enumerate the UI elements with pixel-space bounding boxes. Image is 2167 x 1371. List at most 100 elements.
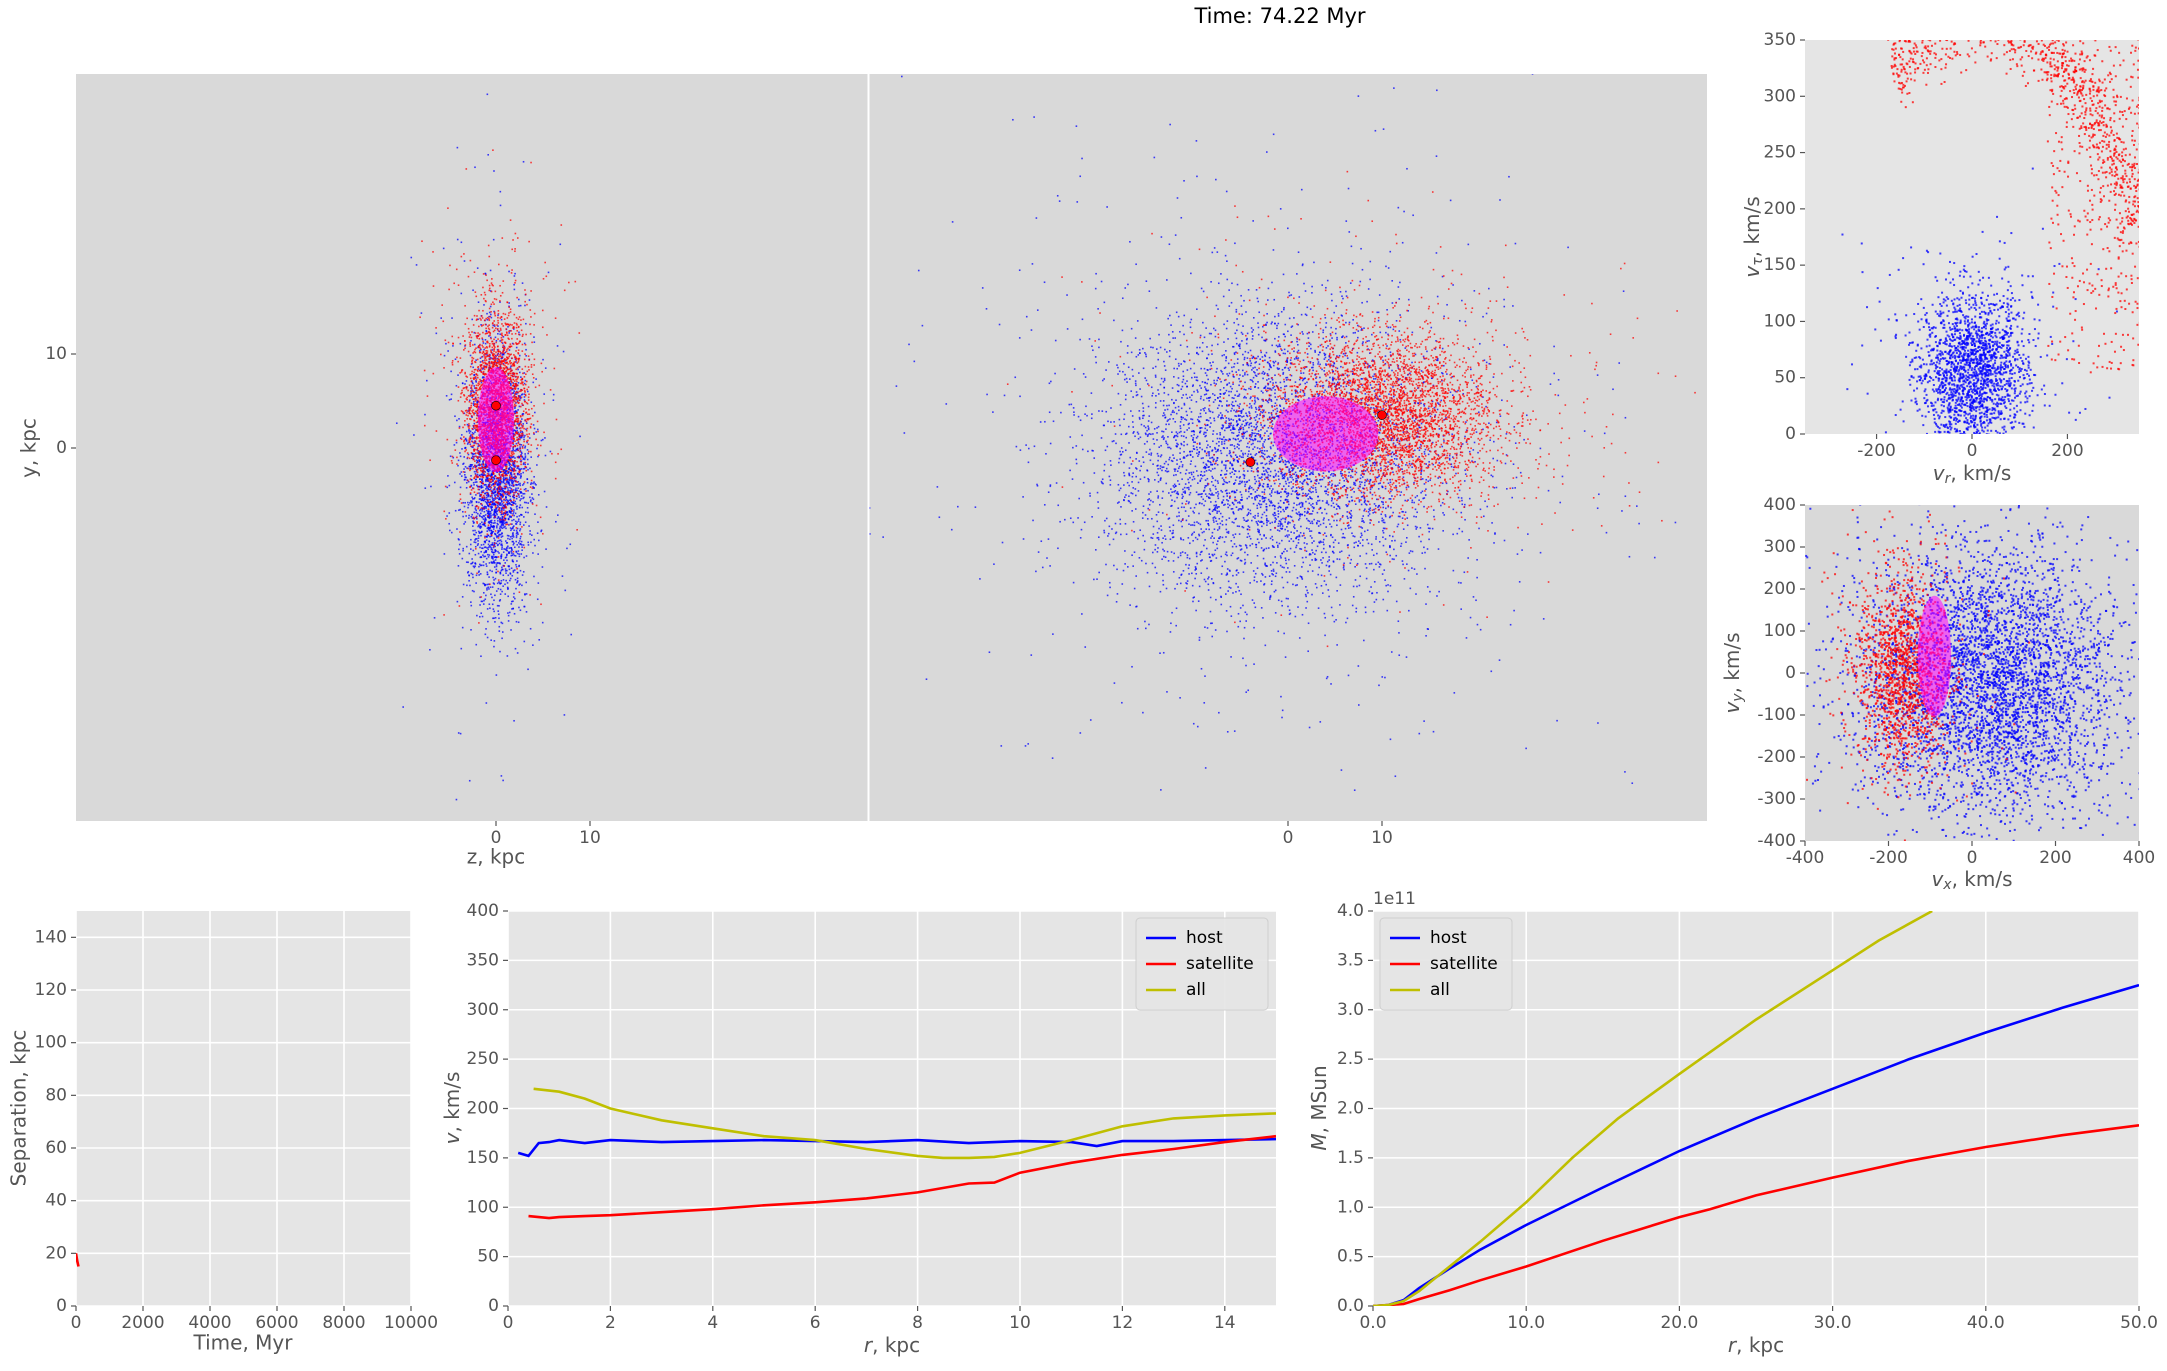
scatter-point bbox=[473, 393, 476, 396]
scatter-point bbox=[529, 486, 532, 488]
scatter-point bbox=[499, 511, 502, 514]
scatter-point bbox=[477, 332, 479, 334]
scatter-point bbox=[553, 367, 556, 370]
scatter-point bbox=[494, 510, 497, 513]
scatter-point bbox=[503, 514, 506, 517]
scatter-point bbox=[456, 528, 458, 530]
scatter-point bbox=[493, 485, 495, 487]
scatter-point bbox=[443, 510, 446, 513]
scatter-point bbox=[473, 413, 475, 416]
scatter-point bbox=[513, 494, 515, 497]
scatter-point bbox=[487, 515, 490, 517]
scatter-point bbox=[520, 491, 523, 494]
scatter-point bbox=[500, 494, 503, 496]
scatter-point bbox=[517, 409, 519, 411]
scatter-point bbox=[494, 290, 497, 293]
scatter-point bbox=[517, 483, 520, 486]
scatter-point bbox=[410, 256, 413, 259]
scatter-point bbox=[474, 361, 477, 364]
scatter-point bbox=[495, 501, 497, 503]
scatter-point bbox=[511, 479, 514, 482]
scatter-point bbox=[530, 479, 533, 482]
scatter-point bbox=[484, 500, 487, 503]
scatter-point bbox=[480, 371, 483, 374]
scatter-point bbox=[542, 277, 545, 280]
scatter-point bbox=[490, 349, 492, 352]
scatter-point bbox=[483, 583, 486, 585]
scatter-point bbox=[477, 461, 479, 464]
scatter-point bbox=[523, 516, 525, 518]
scatter-point bbox=[499, 359, 501, 362]
scatter-point bbox=[476, 484, 478, 487]
scatter-point bbox=[488, 367, 491, 369]
scatter-point bbox=[494, 480, 497, 483]
scatter-point bbox=[490, 316, 493, 319]
scatter-point bbox=[488, 315, 490, 318]
scatter-point bbox=[479, 467, 481, 470]
scatter-point bbox=[507, 314, 510, 317]
scatter-point bbox=[473, 453, 476, 455]
scatter-point bbox=[513, 313, 516, 316]
scatter-point bbox=[533, 433, 535, 435]
scatter-point bbox=[488, 365, 490, 367]
scatter-point bbox=[501, 496, 504, 498]
scatter-point bbox=[510, 469, 512, 471]
scatter-point bbox=[505, 572, 507, 574]
scatter-point bbox=[496, 324, 498, 326]
scatter-point bbox=[494, 616, 497, 619]
scatter-point bbox=[477, 445, 479, 448]
scatter-point bbox=[467, 424, 470, 427]
scatter-point bbox=[491, 476, 494, 479]
scatter-point bbox=[517, 518, 520, 521]
scatter-point bbox=[513, 509, 515, 511]
scatter-point bbox=[483, 555, 485, 558]
scatter-point bbox=[530, 423, 533, 425]
scatter-point bbox=[475, 295, 478, 298]
scatter-point bbox=[512, 343, 515, 345]
scatter-point bbox=[474, 460, 476, 462]
scatter-point bbox=[511, 365, 513, 367]
scatter-point bbox=[519, 492, 522, 494]
scatter-point bbox=[517, 533, 519, 536]
scatter-point bbox=[504, 518, 507, 520]
scatter-point bbox=[510, 387, 513, 390]
scatter-point bbox=[469, 584, 471, 587]
scatter-point bbox=[474, 466, 477, 468]
scatter-point bbox=[530, 401, 533, 404]
scatter-point bbox=[451, 363, 454, 366]
scatter-point bbox=[488, 284, 491, 287]
scatter-point bbox=[503, 352, 506, 355]
scatter-point bbox=[511, 363, 514, 366]
scatter-point bbox=[493, 353, 496, 355]
scatter-point bbox=[481, 547, 483, 549]
scatter-point bbox=[477, 543, 479, 545]
scatter-point bbox=[509, 370, 512, 373]
scatter-point bbox=[520, 329, 523, 332]
scatter-point bbox=[480, 323, 482, 326]
scatter-point bbox=[495, 568, 498, 571]
scatter-point bbox=[472, 425, 475, 427]
scatter-point bbox=[513, 612, 516, 615]
scatter-point bbox=[484, 535, 486, 538]
scatter-point bbox=[524, 466, 526, 468]
scatter-point bbox=[512, 526, 514, 528]
scatter-point bbox=[502, 325, 505, 327]
scatter-point bbox=[510, 384, 512, 386]
scatter-point bbox=[544, 437, 546, 439]
scatter-point bbox=[512, 495, 514, 498]
scatter-point bbox=[510, 500, 512, 502]
scatter-point bbox=[481, 466, 484, 469]
scatter-point bbox=[522, 571, 525, 573]
scatter-point bbox=[525, 354, 527, 357]
scatter-point bbox=[510, 455, 513, 457]
scatter-point bbox=[472, 432, 475, 435]
scatter-point bbox=[477, 525, 479, 528]
scatter-point bbox=[495, 564, 498, 566]
scatter-point bbox=[536, 532, 539, 535]
scatter-point bbox=[483, 297, 485, 300]
scatter-point bbox=[488, 522, 491, 525]
scatter-point bbox=[487, 586, 490, 589]
scatter-point bbox=[476, 473, 479, 476]
scatter-point bbox=[464, 323, 467, 325]
scatter-point bbox=[465, 449, 467, 451]
